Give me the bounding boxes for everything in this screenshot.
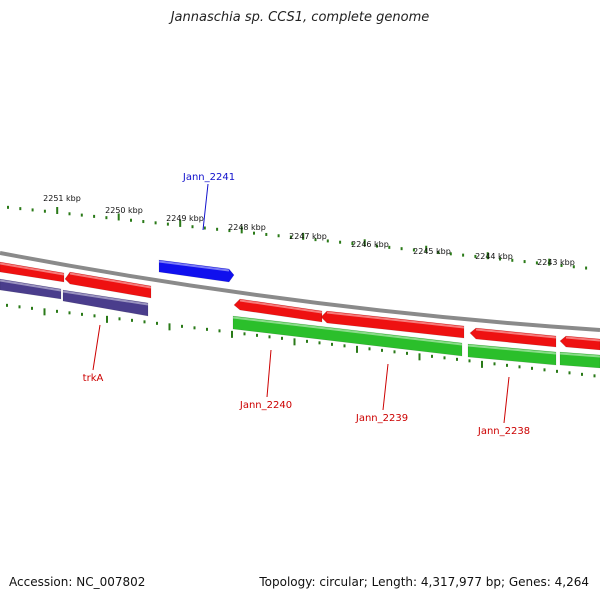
- scale-label: 2244 kbp: [475, 252, 513, 261]
- scale-label: 2247 kbp: [289, 232, 327, 241]
- scale-label: 2249 kbp: [166, 214, 204, 223]
- gene-label-jann-2238[interactable]: Jann_2238: [477, 426, 530, 437]
- scale-label: 2250 kbp: [105, 206, 143, 215]
- accession-text: Accession: NC_007802: [9, 575, 146, 589]
- scale-label: 2246 kbp: [351, 240, 389, 249]
- gene-arrow-purple[interactable]: [0, 278, 62, 300]
- genome-backbone: [0, 251, 600, 332]
- callout-line-jann-2238: [503, 376, 510, 424]
- gene-arrow-red[interactable]: [233, 298, 323, 323]
- scale-label: 2245 kbp: [413, 247, 451, 256]
- gene-highlight: [467, 344, 557, 355]
- callout-line-jann-2239: [382, 363, 389, 411]
- gene-arrow-blue[interactable]: [158, 259, 235, 283]
- gene-highlight: [69, 272, 152, 289]
- gene-highlight: [0, 262, 65, 276]
- gene-arrow-green[interactable]: [559, 351, 600, 369]
- gene-label-jann-2241[interactable]: Jann_2241: [182, 172, 235, 183]
- gene-arrow-red[interactable]: [320, 310, 465, 339]
- gene-arrow-red[interactable]: [559, 335, 600, 351]
- gene-arrow-green[interactable]: [467, 343, 557, 366]
- gene-highlight: [62, 290, 149, 306]
- gene-highlight: [158, 260, 230, 272]
- gene-label-jann-2240[interactable]: Jann_2240: [239, 400, 292, 411]
- scale-labels: 2251 kbp 2250 kbp 2249 kbp 2248 kbp 2247 kbp…: [43, 194, 575, 267]
- gene-label-jann-2239[interactable]: Jann_2239: [355, 413, 408, 424]
- topology-text: Topology: circular; Length: 4,317,977 bp…: [259, 575, 589, 589]
- gene-highlight: [565, 336, 600, 342]
- inner-scale-ticks: [6, 303, 596, 378]
- gene-features: [0, 259, 600, 369]
- gene-highlight: [239, 299, 323, 314]
- gene-highlight: [326, 311, 465, 329]
- gene-highlight: [232, 316, 463, 346]
- gene-arrow-red[interactable]: [64, 271, 152, 299]
- callout-lines: [92, 183, 510, 424]
- gene-arrow-green[interactable]: [232, 315, 463, 357]
- scale-label: 2243 kbp: [537, 258, 575, 267]
- gene-arrow-red[interactable]: [469, 327, 557, 348]
- genome-title: Jannaschia sp. CCS1, complete genome: [170, 10, 430, 25]
- outer-scale-ticks: [7, 205, 588, 270]
- gene-label-trka[interactable]: trkA: [83, 373, 104, 384]
- scale-label: 2251 kbp: [43, 194, 81, 203]
- scale-label: 2248 kbp: [228, 223, 266, 232]
- callout-line-jann-2240: [266, 349, 272, 398]
- callout-line-jann-2241: [202, 183, 209, 231]
- gene-highlight: [559, 352, 600, 358]
- gene-highlight: [0, 279, 62, 292]
- callout-line-trka: [92, 324, 101, 371]
- gene-arrow-red[interactable]: [0, 261, 65, 283]
- gene-highlight: [475, 328, 557, 339]
- gene-arrow-purple[interactable]: [62, 289, 149, 317]
